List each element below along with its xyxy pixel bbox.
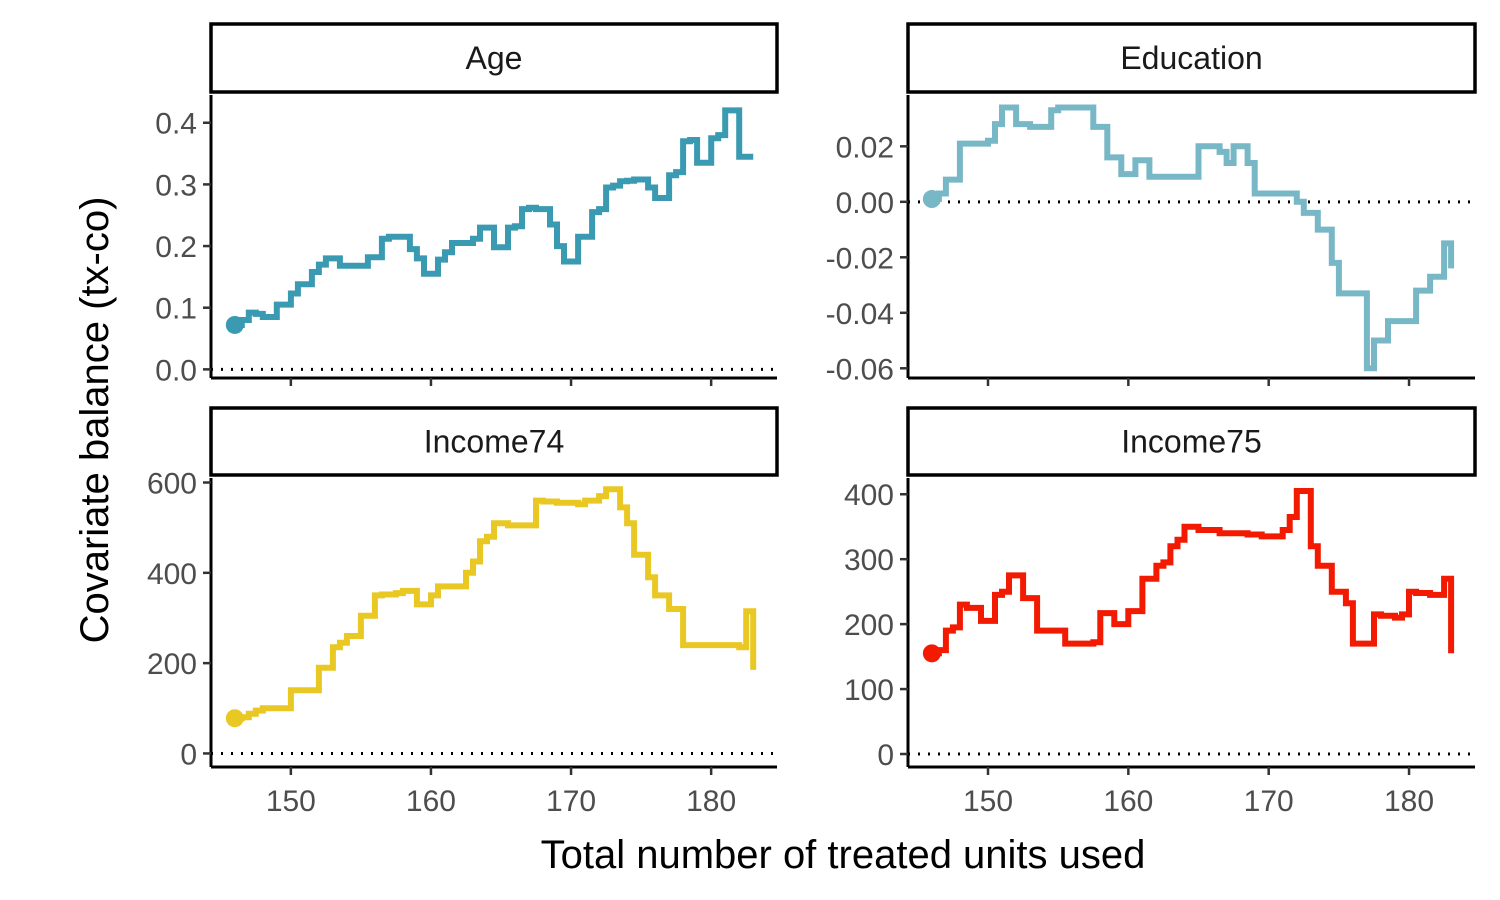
x-tick-label: 170 [546,785,596,818]
y-tick-label: 0.1 [155,293,197,326]
facet-title: Age [466,40,523,76]
y-tick-label: 400 [147,558,197,591]
start-point-income74 [225,709,244,728]
facet-age: Age 0.0 0.1 0.2 0.3 0.4 [155,22,779,387]
y-tick-label: 200 [844,609,894,642]
start-point-education [922,190,941,209]
y-tick-label: 100 [844,674,894,707]
y-tick-label: 0.0 [155,354,197,387]
y-tick-label: 0 [877,739,894,772]
facet-income74: Income74 0 200 400 600 150 160 170 180 [147,406,779,818]
y-tick-label: 400 [844,479,894,512]
y-axis-title: Covariate balance (tx-co) [73,197,117,644]
x-tick-label: 180 [1384,785,1434,818]
x-axis-title: Total number of treated units used [541,833,1146,877]
y-tick-label: 0.2 [155,231,197,264]
y-tick-label: 0.00 [836,187,894,220]
x-tick-label: 150 [266,785,316,818]
series-line-age [234,107,754,328]
y-tick-label: 600 [147,468,197,501]
facet-title: Education [1120,40,1262,76]
x-tick-label: 180 [686,785,736,818]
facet-title: Income75 [1121,424,1262,460]
x-tick-label: 150 [963,785,1013,818]
y-tick-label: -0.02 [826,242,894,275]
y-tick-label: 0 [180,738,197,771]
facet-title: Income74 [424,424,565,460]
x-tick-label: 170 [1244,785,1294,818]
x-tick-label: 160 [1103,785,1153,818]
y-tick-label: 0.02 [836,131,894,164]
facet-income75: Income75 0 100 200 300 400 150 160 170 180 [844,406,1477,818]
facet-strip [906,22,1477,94]
facet-strip [906,406,1477,477]
y-tick-label: 200 [147,648,197,681]
series-line-income74 [234,486,757,722]
facet-strip [209,406,779,477]
start-point-age [225,315,244,334]
y-tick-label: -0.04 [826,298,894,331]
y-tick-label: 300 [844,544,894,577]
series-line-education [931,104,1455,372]
y-tick-label: 0.3 [155,169,197,202]
x-tick-label: 160 [406,785,456,818]
y-tick-label: 0.4 [155,108,197,141]
series-line-income75 [931,488,1455,657]
facet-strip [209,22,779,94]
y-tick-label: -0.06 [826,353,894,386]
facet-education: Education -0.06 -0.04 -0.02 0.00 0.02 [826,22,1477,386]
start-point-income75 [922,644,941,663]
